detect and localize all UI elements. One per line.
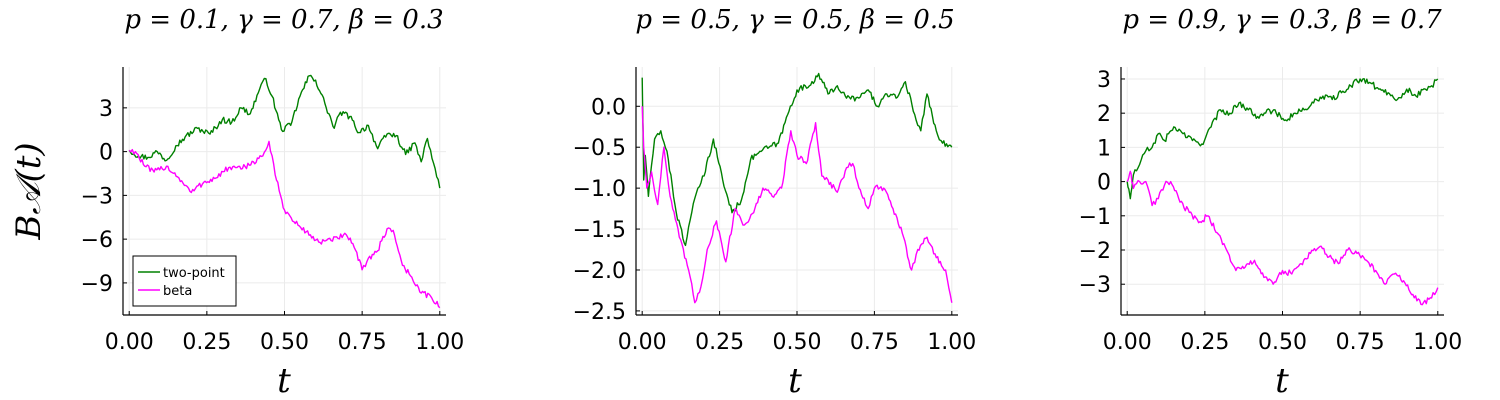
y-tick-label: −9 [81,272,113,297]
y-tick-label: 0 [1097,171,1111,196]
panel-3-grid [1121,67,1444,315]
x-tick-label: 1.00 [415,330,464,355]
legend-label-beta: beta [163,284,192,299]
panel-1-title: p = 0.1, γ = 0.7, β = 0.3 [124,5,443,35]
panel-3: p = 0.9, γ = 0.3, β = 0.7 0.00 0.25 0.50 0.… [1079,5,1463,400]
series-line-beta [128,140,441,309]
y-tick-label: −6 [81,228,113,253]
x-tick-label: 0.00 [105,330,154,355]
y-tick-label: −2.0 [573,259,626,284]
series-line-two-point [641,72,953,247]
panel-3-title: p = 0.9, γ = 0.3, β = 0.7 [1122,5,1442,35]
legend: two-point beta [132,255,237,307]
x-tick-label: 0.00 [1103,330,1152,355]
panel-2-ticks: 0.00 0.25 0.50 0.75 1.00 0.0 −0.5 −1.0 −1.5 −2.0 −… [573,95,977,355]
panel-2-grid [636,67,958,315]
x-tick-label: 0.50 [1258,330,1307,355]
x-tick-label: 0.75 [1336,330,1385,355]
series-line-beta [641,106,953,304]
panel-1: p = 0.1, γ = 0.7, β = 0.3 0.00 0.25 0.50 0.… [9,5,464,400]
series-line-beta [1126,170,1439,306]
series-line-two-point [1126,77,1439,200]
x-tick-label: 0.50 [773,330,822,355]
legend-box [132,255,237,307]
y-tick-label: 1 [1097,136,1111,161]
y-tick-label: −2 [1079,239,1111,264]
x-tick-label: 0.00 [618,330,667,355]
panel-3-series [1126,77,1439,306]
x-tick-label: 0.25 [1180,330,1229,355]
y-tick-label: 3 [99,97,113,122]
x-tick-label: 0.75 [338,330,387,355]
y-tick-label: 3 [1097,68,1111,93]
legend-label-two-point: two-point [163,266,225,281]
y-tick-label: 2 [1097,102,1111,127]
panel-1-ticks: 0.00 0.25 0.50 0.75 1.00 3 0 −3 −6 −9 [81,97,465,355]
panel-1-grid [123,67,446,315]
x-tick-label: 0.25 [695,330,744,355]
y-tick-label: −3 [1079,273,1111,298]
x-tick-label: 1.00 [1413,330,1462,355]
y-tick-label: −0.5 [573,136,626,161]
x-tick-label: 0.50 [260,330,309,355]
panel-3-ticks: 0.00 0.25 0.50 0.75 1.00 3 2 1 0 −1 −2 −3 [1079,68,1463,355]
panel-2-title: p = 0.5, γ = 0.5, β = 0.5 [635,5,954,35]
panel-2-xlabel: t [788,361,802,400]
panel-1-series [128,74,441,309]
series-line-two-point [128,74,441,189]
panel-1-ylabel: B𝒜(t) [9,142,49,240]
panel-1-xlabel: t [277,361,291,400]
y-tick-label: 0 [99,141,113,166]
panel-3-xlabel: t [1275,361,1289,400]
panel-2-series [641,72,953,304]
x-tick-label: 1.00 [927,330,976,355]
y-tick-label: −2.5 [573,300,626,325]
y-tick-label: −1.5 [573,218,626,243]
y-tick-label: 0.0 [591,95,626,120]
x-tick-label: 0.25 [182,330,231,355]
y-tick-label: −1.0 [573,177,626,202]
panel-2: p = 0.5, γ = 0.5, β = 0.5 0.00 0.25 0.50 0.… [573,5,977,400]
x-tick-label: 0.75 [850,330,899,355]
y-tick-label: −1 [1079,205,1111,230]
y-tick-label: −3 [81,184,113,209]
